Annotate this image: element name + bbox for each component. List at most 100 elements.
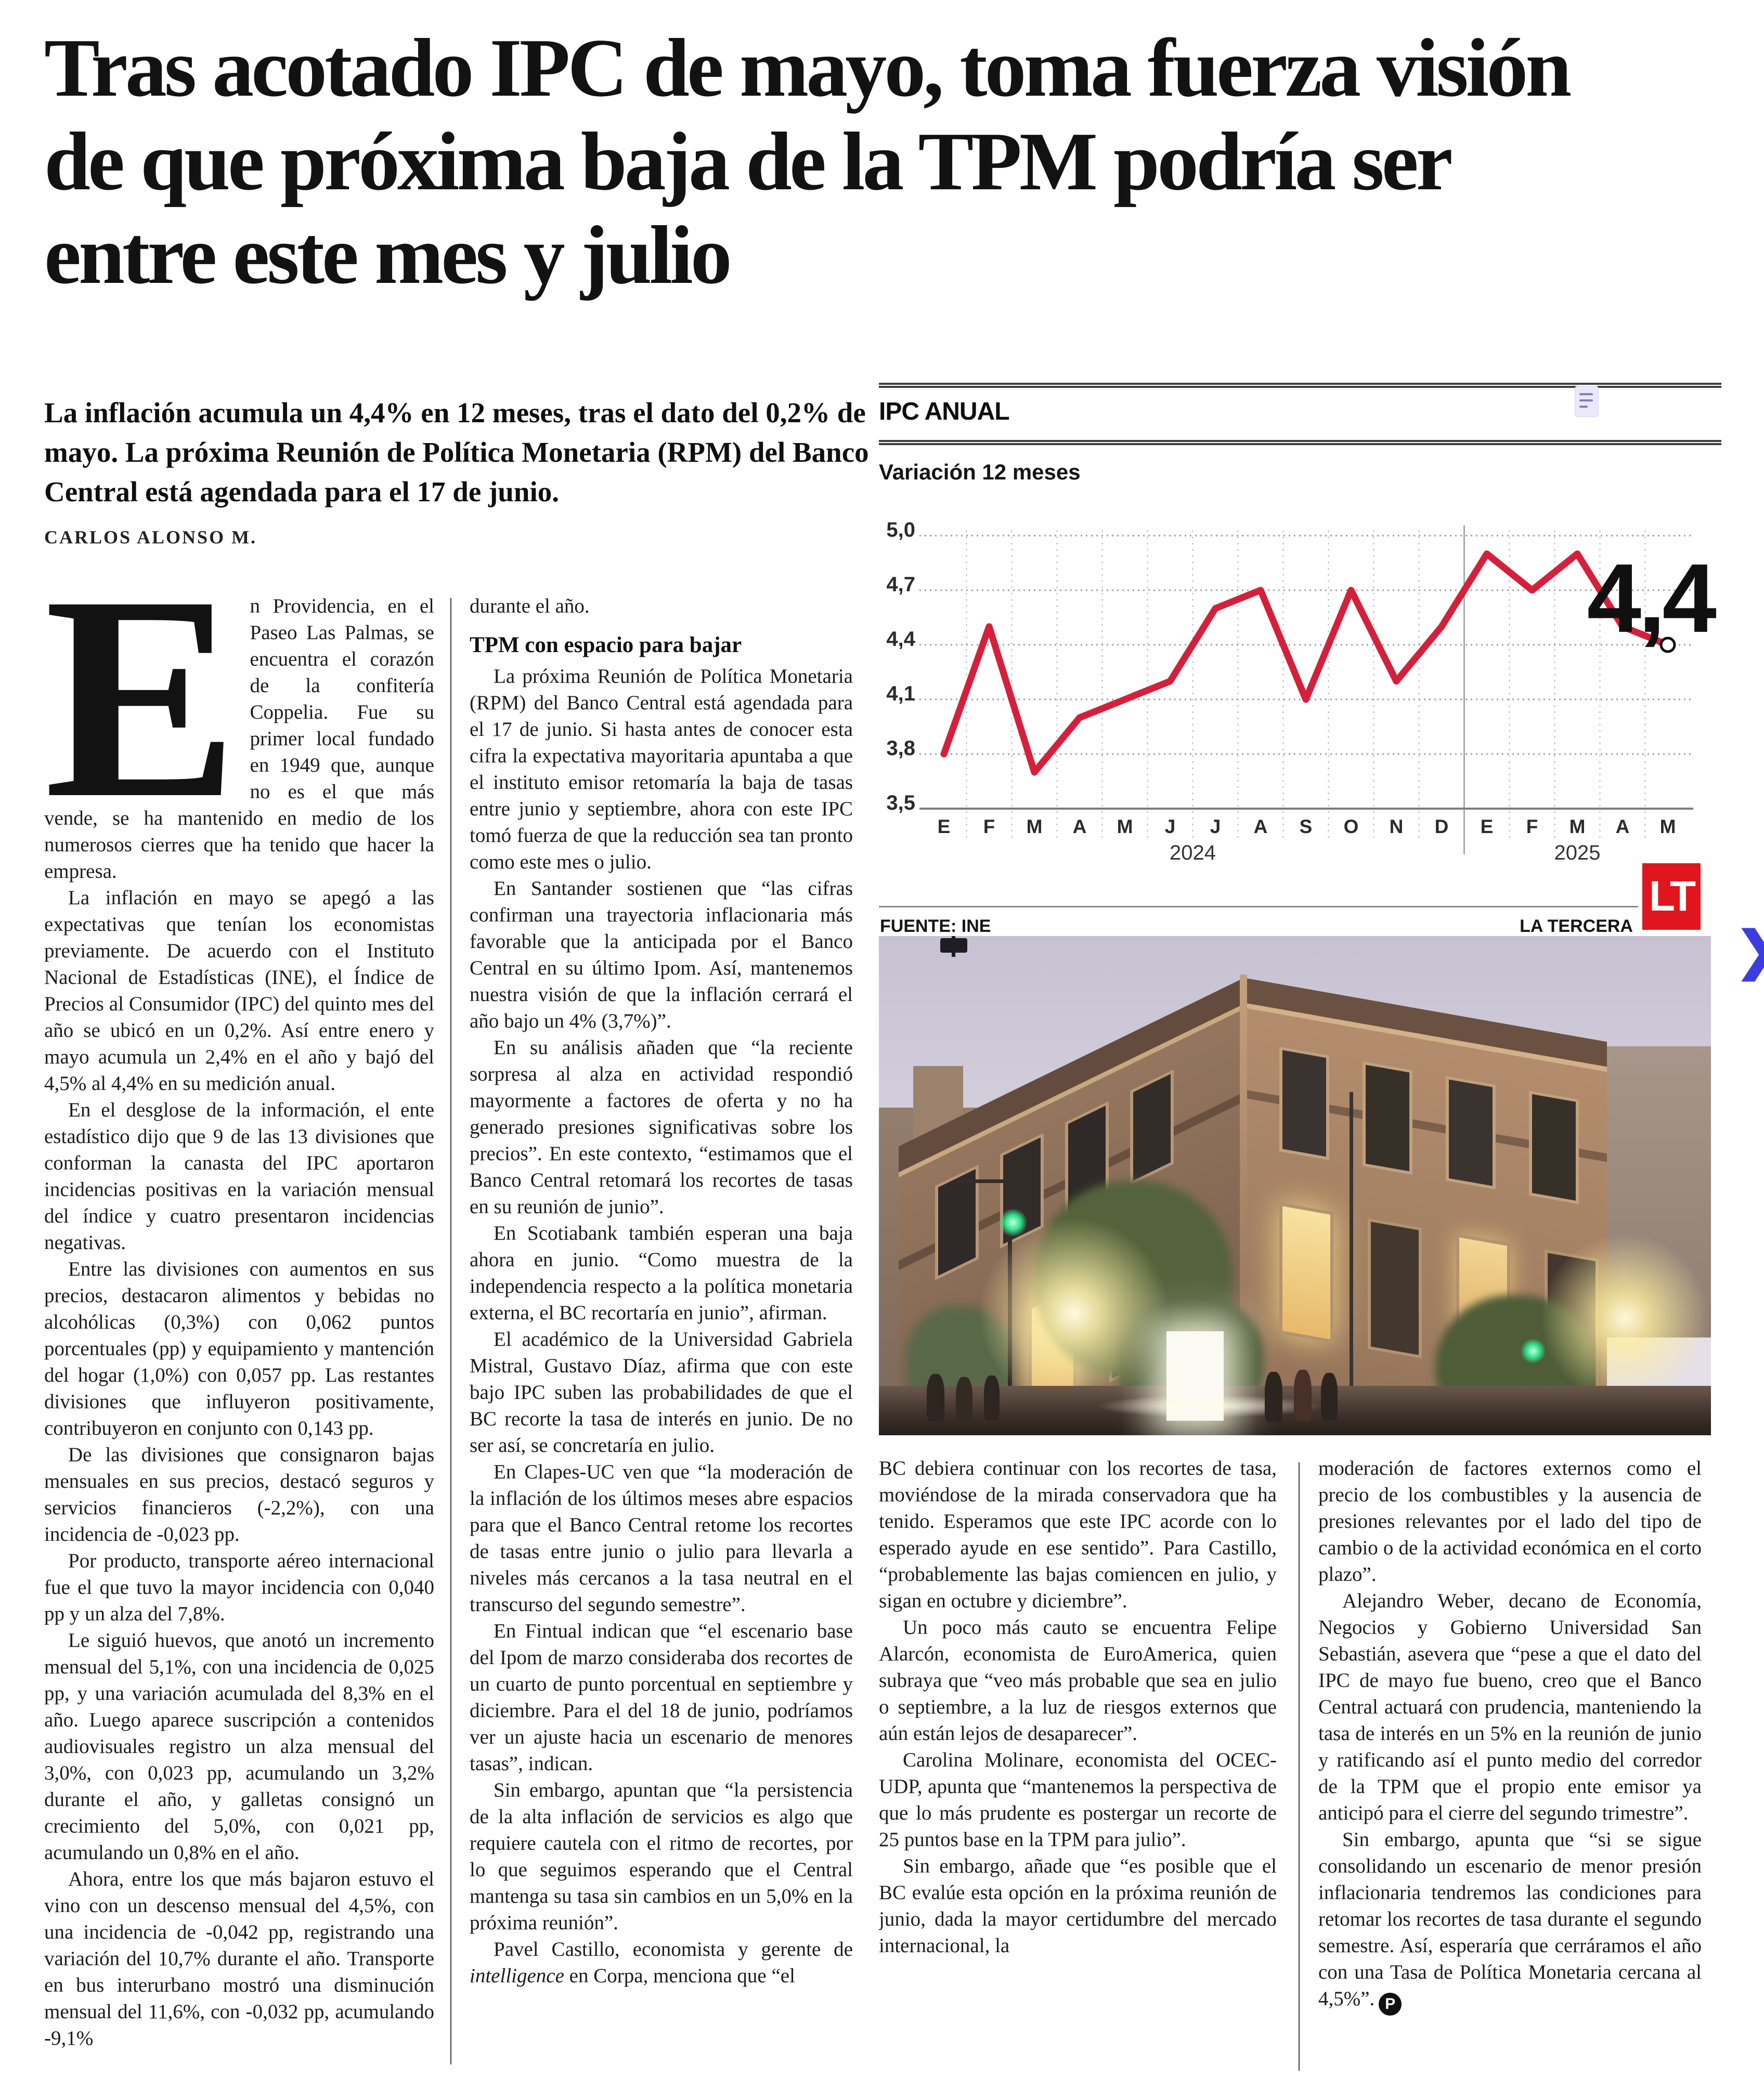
paragraph: durante el año. [470, 595, 590, 617]
svg-text:A: A [1616, 816, 1630, 837]
paragraph: La próxima Reunión de Política Monetaria… [470, 665, 853, 873]
svg-text:4,4: 4,4 [1587, 543, 1717, 653]
col1-paragraphs: n Providencia, en el Paseo Las Palmas, s… [44, 593, 434, 2051]
photo-car-light-streak [1097, 1395, 1321, 1418]
svg-text:2025: 2025 [1554, 841, 1601, 864]
photo-person [1265, 1372, 1282, 1422]
chart-bottom-rule [879, 906, 1638, 907]
chart-kicker: IPC ANUAL [879, 398, 1010, 425]
section-subhead: TPM con espacio para bajar [470, 633, 742, 657]
col2-paragraphs: La próxima Reunión de Política Monetaria… [470, 663, 853, 1936]
svg-text:F: F [983, 816, 995, 837]
svg-text:J: J [1165, 816, 1176, 837]
paragraph: Entre las divisiones con aumentos en sus… [44, 1258, 434, 1439]
photo-traffic-arm [957, 1179, 1012, 1183]
note-line [1579, 393, 1593, 395]
ipc-plot: 5,0 4,7 4,4 4,1 3,8 3,5 E F M A M J J A S O N D E F M A M 2024 2… [886, 518, 1719, 864]
svg-text:3,8: 3,8 [886, 737, 915, 760]
article-photo [879, 936, 1711, 1435]
paragraph: Ahora, entre los que más bajaron estuvo … [44, 1868, 434, 2049]
paragraph: La inflación en mayo se apegó a las expe… [44, 887, 434, 1095]
column-divider-1 [450, 598, 451, 2064]
paragraph: En su análisis añaden que “la reciente s… [470, 1036, 853, 1218]
body-column-1: E n Providencia, en el Paseo Las Palmas,… [44, 593, 434, 2073]
column-divider-2 [1299, 1462, 1300, 2071]
photo-window [1368, 1218, 1422, 1359]
paragraph: El académico de la Universidad Gabriela … [470, 1328, 853, 1457]
end-of-article-icon: P [1379, 1993, 1402, 2016]
col4-paragraphs: moderación de factores externos como el … [1318, 1455, 1702, 1826]
svg-text:E: E [938, 816, 951, 837]
photo-green-traffic-light [1000, 1209, 1027, 1236]
text-run: en Corpa, menciona que “el [564, 1965, 795, 1987]
paragraph: Sin embargo, apuntan que “la persistenci… [470, 1779, 853, 1934]
paragraph: Un poco más cauto se encuentra Felipe Al… [879, 1616, 1277, 1745]
photo-person [984, 1375, 1000, 1420]
paragraph: Le siguió huevos, que anotó un increment… [44, 1629, 434, 1864]
paragraph: Carolina Molinare, economista del OCEC-U… [879, 1749, 1277, 1851]
body-column-2: durante el año. TPM con espacio para baj… [470, 593, 853, 2073]
italic-text: intelligence [470, 1965, 564, 1987]
chart-top-rule [879, 383, 1721, 388]
svg-text:A: A [1254, 816, 1268, 837]
byline: CARLOS ALONSO M. [44, 527, 257, 548]
photo-window [1529, 1090, 1579, 1204]
paragraph: En el desglose de la información, el ent… [44, 1099, 434, 1254]
chart-mid-rule [879, 440, 1721, 445]
svg-text:M: M [1117, 816, 1133, 837]
photo-green-traffic-light [1521, 1339, 1545, 1363]
photo-window [1446, 1075, 1496, 1190]
paragraph: En Scotiabank también esperan una baja a… [470, 1222, 853, 1324]
svg-text:M: M [1570, 816, 1586, 837]
svg-text:3,5: 3,5 [886, 791, 915, 814]
photo-person [927, 1374, 944, 1422]
headline: Tras acotado IPC de mayo, toma fuerza vi… [44, 21, 1572, 301]
chart-source: FUENTE: INE [880, 916, 991, 936]
svg-text:D: D [1435, 816, 1449, 837]
photo-streetlight-pole [1350, 1092, 1353, 1388]
body-column-4: moderación de factores externos como el … [1318, 1455, 1702, 2075]
note-line [1579, 399, 1593, 401]
paragraph: moderación de factores externos como el … [1318, 1457, 1702, 1586]
text-run: Sin embargo, apunta que “si se sigue con… [1318, 1828, 1702, 2010]
text-run: Pavel Castillo, economista y gerente de [494, 1938, 853, 1960]
col3-paragraphs: BC debiera continuar con los recortes de… [879, 1455, 1277, 1959]
photo-person [956, 1377, 972, 1423]
svg-text:O: O [1344, 816, 1359, 837]
chart-subtitle: Variación 12 meses [879, 460, 1081, 484]
chart-credit: LA TERCERA [1520, 916, 1633, 936]
paragraph: Pavel Castillo, economista y gerente de … [470, 1936, 853, 1989]
body-column-3: BC debiera continuar con los recortes de… [879, 1455, 1277, 2075]
svg-text:2024: 2024 [1170, 841, 1216, 864]
paragraph: Sin embargo, añade que “es posible que e… [879, 1855, 1277, 1957]
photo-person [1321, 1373, 1338, 1421]
photo-security-camera-mount [952, 936, 955, 957]
paragraph: En Clapes-UC ven que “la moderación de l… [470, 1461, 853, 1616]
note-line [1579, 406, 1588, 408]
paragraph: En Fintual indican que “el escenario bas… [470, 1620, 853, 1775]
paragraph: En Santander sostienen que “las cifras c… [470, 877, 853, 1032]
svg-text:4,7: 4,7 [886, 573, 915, 596]
svg-text:F: F [1526, 816, 1538, 837]
chevron-right-icon[interactable]: ❯ [1735, 925, 1764, 977]
paragraph: n Providencia, en el Paseo Las Palmas, s… [44, 595, 434, 882]
svg-text:4,4: 4,4 [886, 628, 915, 651]
drop-cap: E [44, 593, 239, 859]
photo-window-lit [1279, 1202, 1333, 1343]
photo-window [1279, 1046, 1329, 1161]
svg-text:J: J [1210, 816, 1221, 837]
svg-text:S: S [1300, 816, 1313, 837]
svg-text:4,1: 4,1 [886, 682, 915, 705]
svg-text:A: A [1073, 816, 1087, 837]
end-mark-letter: P [1385, 1995, 1396, 2012]
svg-text:E: E [1481, 816, 1494, 837]
photo-person [1294, 1370, 1312, 1421]
paragraph: Sin embargo, apunta que “si se sigue con… [1318, 1826, 1702, 2016]
photo-window [1363, 1061, 1412, 1175]
note-icon[interactable] [1575, 386, 1599, 417]
svg-text:N: N [1390, 816, 1404, 837]
photo-window [1130, 1069, 1174, 1186]
lt-logo: LT [1642, 863, 1701, 930]
svg-text:M: M [1027, 816, 1043, 837]
